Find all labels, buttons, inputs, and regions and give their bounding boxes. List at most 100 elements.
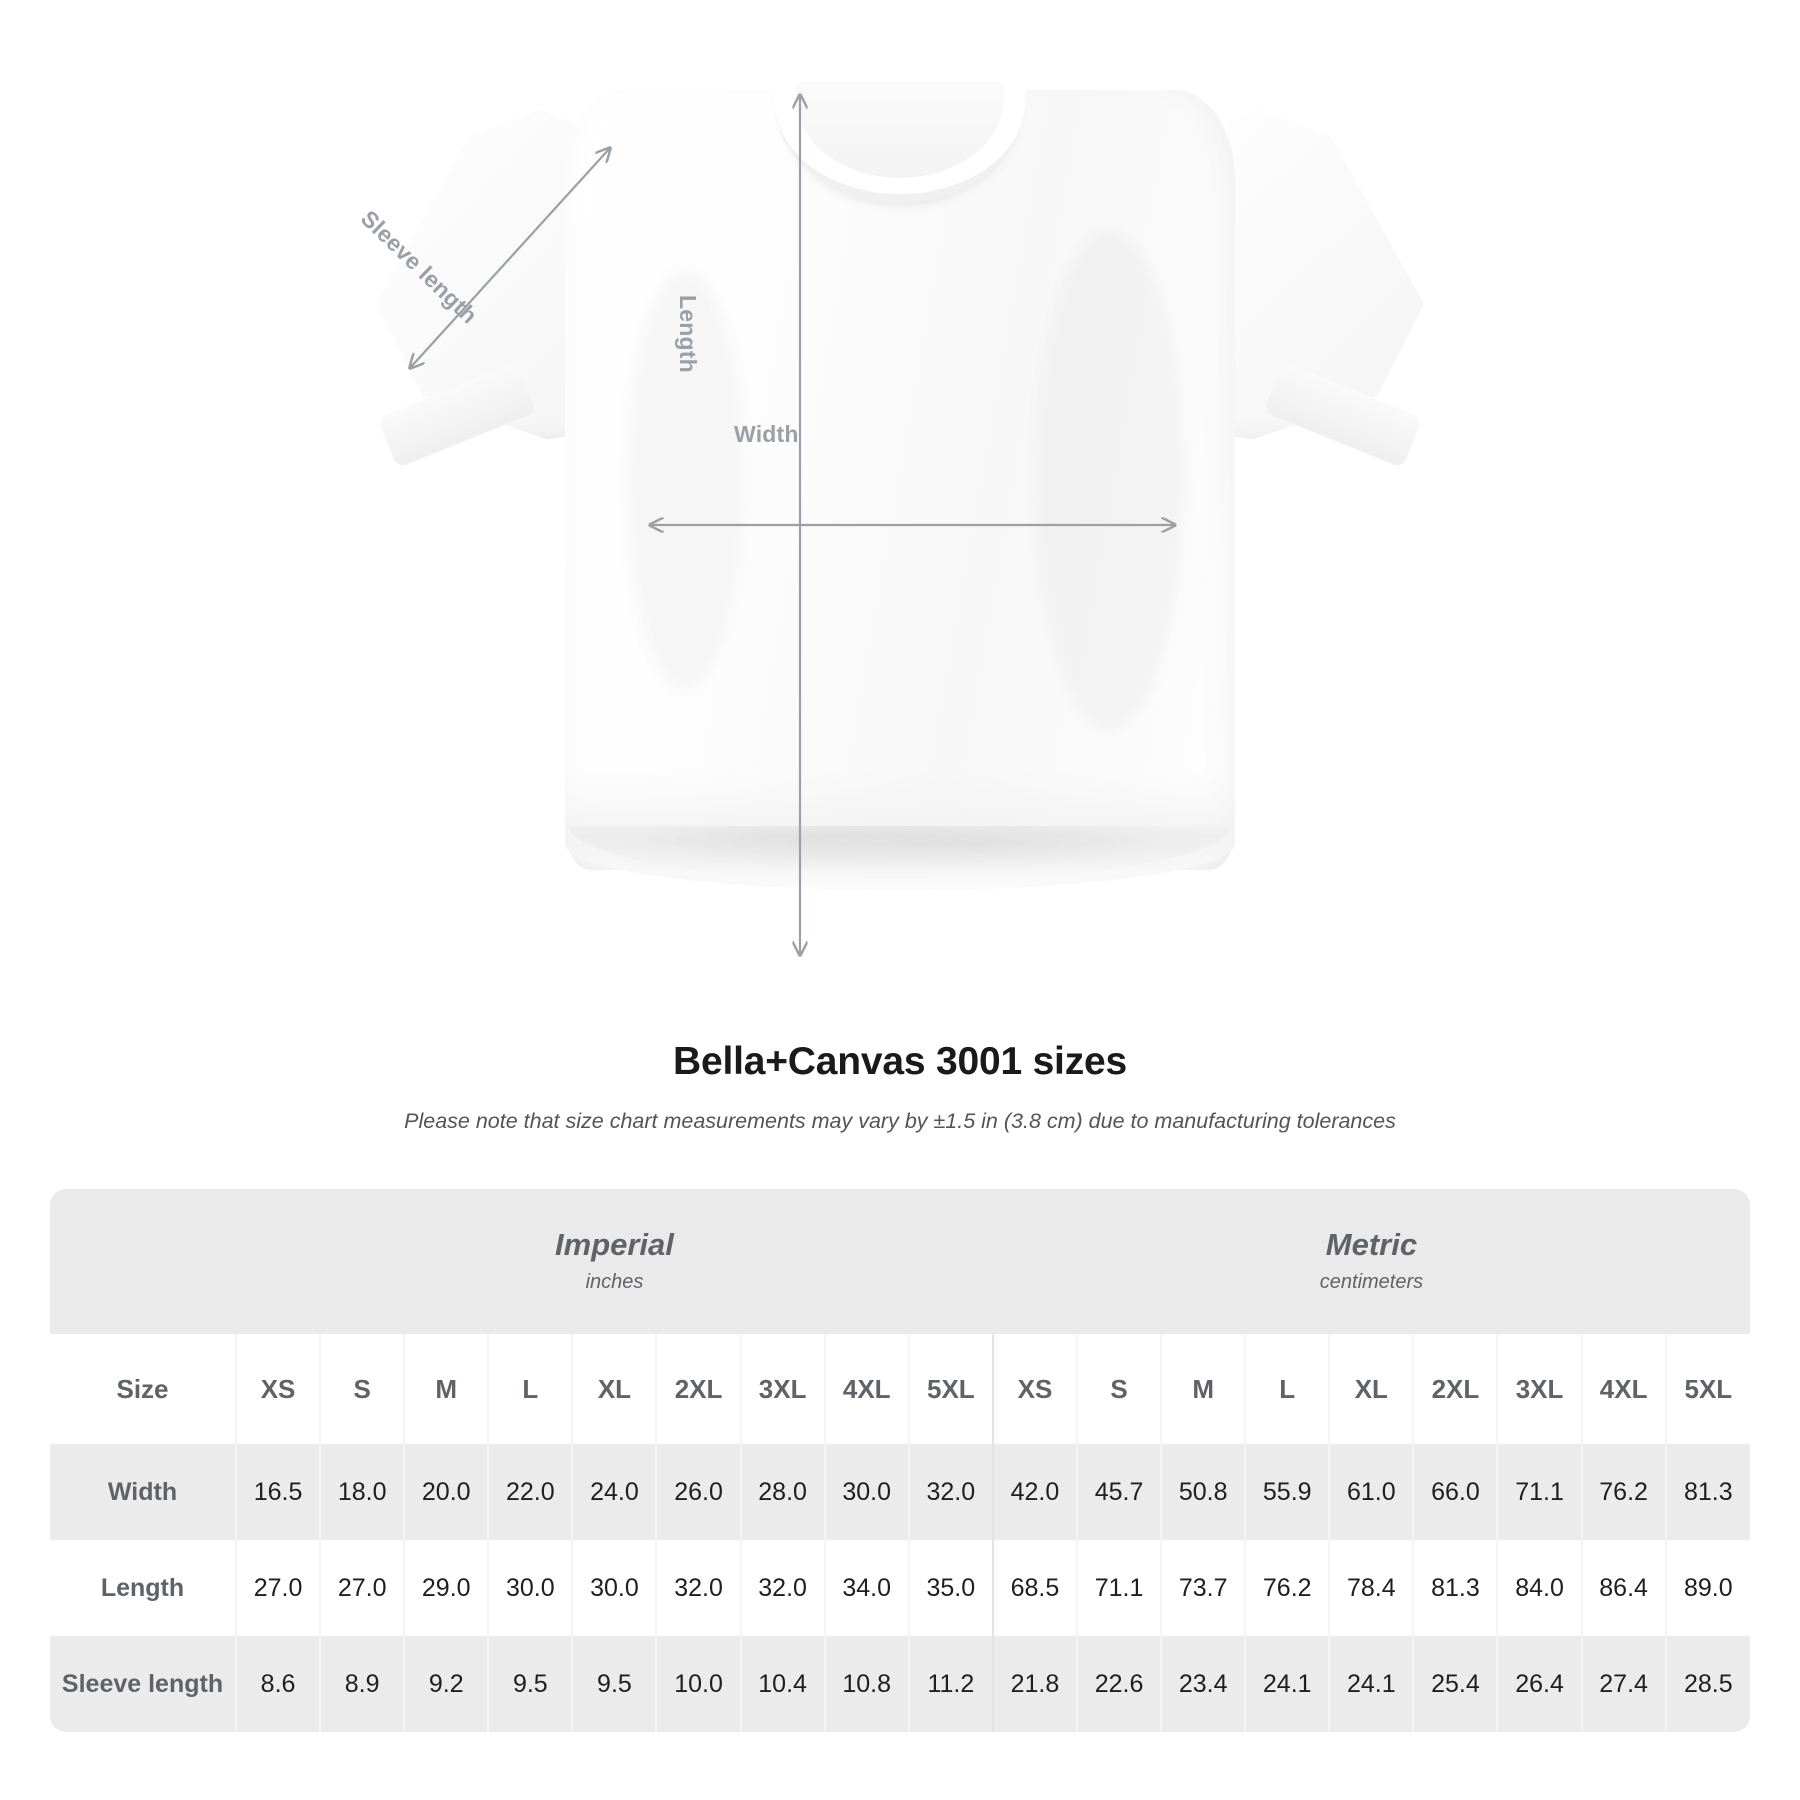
- table-cell: 10.0: [655, 1636, 741, 1732]
- table-cell: 32.0: [739, 1540, 825, 1636]
- table-cell: 9.5: [571, 1636, 657, 1732]
- table-cell: 30.0: [487, 1540, 573, 1636]
- unit-group-imperial: Imperial inches: [236, 1189, 993, 1334]
- sleeve-length-arrow: [410, 148, 610, 368]
- table-cell: 45.7: [1076, 1444, 1162, 1540]
- unit-group-metric: Metric centimeters: [992, 1189, 1750, 1334]
- width-label: Width: [734, 421, 799, 447]
- table-cell: 71.1: [1076, 1540, 1162, 1636]
- table-cell: 27.0: [319, 1540, 405, 1636]
- table-cell: 28.0: [739, 1444, 825, 1540]
- size-header-cell: L: [1244, 1334, 1330, 1444]
- table-cell: 29.0: [403, 1540, 489, 1636]
- table-cell: 55.9: [1244, 1444, 1330, 1540]
- table-row: Width 16.5 18.0 20.0 22.0 24.0 26.0 28.0…: [50, 1444, 1750, 1540]
- size-header-cell: 3XL: [1496, 1334, 1582, 1444]
- table-cell: 32.0: [907, 1444, 993, 1540]
- table-cell: 84.0: [1496, 1540, 1582, 1636]
- table-cell: 8.9: [319, 1636, 405, 1732]
- tshirt-body: [565, 90, 1235, 870]
- table-cell: 10.4: [739, 1636, 825, 1732]
- table-cell: 68.5: [991, 1540, 1078, 1636]
- size-header-cell: L: [487, 1334, 573, 1444]
- table-row: Length 27.0 27.0 29.0 30.0 30.0 32.0 32.…: [50, 1540, 1750, 1636]
- table-cell: 76.2: [1580, 1444, 1666, 1540]
- table-cell: 32.0: [655, 1540, 741, 1636]
- size-header-cell: XS: [235, 1334, 321, 1444]
- size-header-cell: XL: [1328, 1334, 1414, 1444]
- table-cell: 42.0: [991, 1444, 1078, 1540]
- page-title: Bella+Canvas 3001 sizes: [673, 1040, 1127, 1083]
- size-header-cell: S: [319, 1334, 405, 1444]
- size-header-cell: 2XL: [1412, 1334, 1498, 1444]
- table-cell: 73.7: [1160, 1540, 1246, 1636]
- table-cell: 24.1: [1328, 1636, 1414, 1732]
- table-cell: 24.1: [1244, 1636, 1330, 1732]
- table-cell: 26.0: [655, 1444, 741, 1540]
- table-cell: 76.2: [1244, 1540, 1330, 1636]
- table-cell: 27.4: [1580, 1636, 1666, 1732]
- table-cell: 30.0: [823, 1444, 909, 1540]
- table-cell: 28.5: [1664, 1636, 1750, 1732]
- size-header-label: Size: [50, 1334, 237, 1444]
- table-cell: 16.5: [235, 1444, 321, 1540]
- table-cell: 81.3: [1664, 1444, 1750, 1540]
- table-cell: 81.3: [1412, 1540, 1498, 1636]
- row-label: Sleeve length: [50, 1636, 237, 1732]
- size-header-cell: M: [403, 1334, 489, 1444]
- table-cell: 20.0: [403, 1444, 489, 1540]
- unit-group-name: Imperial: [555, 1226, 674, 1262]
- size-header-cell: 5XL: [907, 1334, 993, 1444]
- table-cell: 24.0: [571, 1444, 657, 1540]
- size-header-cell: M: [1160, 1334, 1246, 1444]
- size-header-cell: S: [1076, 1334, 1162, 1444]
- tolerance-note: Please note that size chart measurements…: [404, 1109, 1396, 1133]
- size-header-cell: 2XL: [655, 1334, 741, 1444]
- table-cell: 22.0: [487, 1444, 573, 1540]
- row-label: Length: [50, 1540, 237, 1636]
- size-header-cell: 5XL: [1664, 1334, 1750, 1444]
- size-chart-table: Imperial inches Metric centimeters Size …: [50, 1189, 1750, 1732]
- unit-row-spacer: [50, 1189, 237, 1334]
- tshirt-hem: [565, 770, 1235, 890]
- table-cell: 9.5: [487, 1636, 573, 1732]
- table-cell: 50.8: [1160, 1444, 1246, 1540]
- table-row: Sleeve length 8.6 8.9 9.2 9.5 9.5 10.0 1…: [50, 1636, 1750, 1732]
- table-cell: 89.0: [1664, 1540, 1750, 1636]
- measurement-lines: [0, 0, 1800, 1010]
- unit-group-unit: centimeters: [1319, 1271, 1424, 1294]
- table-cell: 27.0: [235, 1540, 321, 1636]
- unit-group-unit: inches: [585, 1271, 644, 1294]
- row-label: Width: [50, 1444, 237, 1540]
- table-cell: 86.4: [1580, 1540, 1666, 1636]
- table-cell: 26.4: [1496, 1636, 1582, 1732]
- table-cell: 18.0: [319, 1444, 405, 1540]
- table-cell: 66.0: [1412, 1444, 1498, 1540]
- table-cell: 25.4: [1412, 1636, 1498, 1732]
- table-cell: 22.6: [1076, 1636, 1162, 1732]
- table-cell: 8.6: [235, 1636, 321, 1732]
- table-cell: 35.0: [907, 1540, 993, 1636]
- table-cell: 71.1: [1496, 1444, 1582, 1540]
- size-header-cell: 4XL: [823, 1334, 909, 1444]
- size-header-row: Size XS S M L XL 2XL 3XL 4XL 5XL XS S M …: [50, 1334, 1750, 1444]
- size-header-cell: 4XL: [1580, 1334, 1666, 1444]
- unit-header-row: Imperial inches Metric centimeters: [50, 1189, 1750, 1334]
- table-cell: 10.8: [823, 1636, 909, 1732]
- tshirt-diagram: Sleeve length Length Width: [0, 0, 1800, 1010]
- table-cell: 30.0: [571, 1540, 657, 1636]
- table-cell: 61.0: [1328, 1444, 1414, 1540]
- size-header-cell: XS: [991, 1334, 1078, 1444]
- table-cell: 34.0: [823, 1540, 909, 1636]
- table-cell: 21.8: [991, 1636, 1078, 1732]
- size-header-cell: 3XL: [739, 1334, 825, 1444]
- size-header-cell: XL: [571, 1334, 657, 1444]
- unit-group-name: Metric: [1325, 1226, 1418, 1262]
- table-cell: 9.2: [403, 1636, 489, 1732]
- tshirt-illustration: [370, 70, 1430, 890]
- table-cell: 23.4: [1160, 1636, 1246, 1732]
- length-label: Length: [675, 295, 701, 373]
- table-cell: 78.4: [1328, 1540, 1414, 1636]
- table-cell: 11.2: [907, 1636, 993, 1732]
